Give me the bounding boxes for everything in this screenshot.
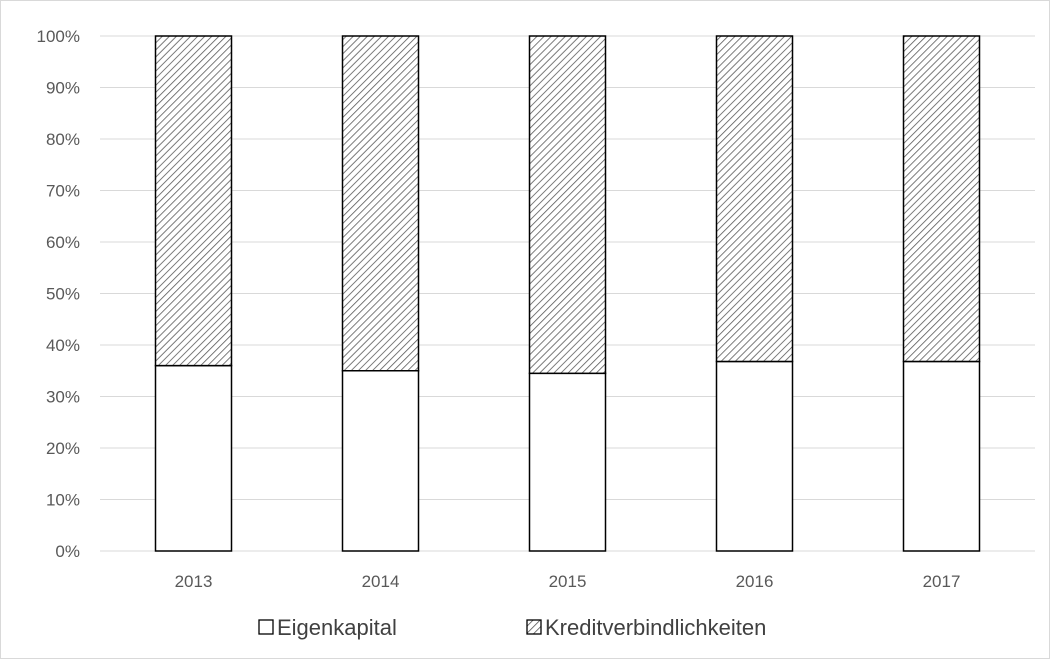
bar-kreditverbindlichkeiten-2013 <box>154 35 233 367</box>
bar-eigenkapital-2015 <box>528 372 607 552</box>
y-axis-tick-labels: 0% 10% 20% 30% 40% 50% 60% 70% 80% 90% 100% <box>37 27 80 561</box>
y-tick-label: 10% <box>46 491 80 510</box>
x-axis-tick-labels: 2013 2014 2015 2016 2017 <box>175 572 961 591</box>
legend-label-kreditverbindlichkeiten: Kreditverbindlichkeiten <box>545 615 766 640</box>
legend-swatch-eigenkapital <box>258 619 274 635</box>
y-tick-label: 100% <box>37 27 80 46</box>
bars <box>154 35 981 552</box>
bar-kreditverbindlichkeiten-2016 <box>715 35 794 363</box>
x-tick-label: 2013 <box>175 572 213 591</box>
y-tick-label: 20% <box>46 439 80 458</box>
legend-swatch-kreditverbindlichkeiten <box>526 619 542 635</box>
x-tick-label: 2015 <box>549 572 587 591</box>
y-tick-label: 30% <box>46 388 80 407</box>
y-tick-label: 50% <box>46 285 80 304</box>
y-tick-label: 60% <box>46 233 80 252</box>
x-tick-label: 2017 <box>923 572 961 591</box>
y-tick-label: 40% <box>46 336 80 355</box>
bar-kreditverbindlichkeiten-2014 <box>341 35 420 372</box>
x-tick-label: 2016 <box>736 572 774 591</box>
x-tick-label: 2014 <box>362 572 400 591</box>
y-tick-label: 80% <box>46 130 80 149</box>
legend: Eigenkapital Kreditverbindlichkeiten <box>258 615 766 640</box>
bar-eigenkapital-2016 <box>715 360 794 552</box>
bar-eigenkapital-2014 <box>341 370 420 552</box>
legend-label-eigenkapital: Eigenkapital <box>277 615 397 640</box>
y-tick-label: 70% <box>46 182 80 201</box>
bar-eigenkapital-2017 <box>902 360 981 552</box>
bar-kreditverbindlichkeiten-2015 <box>528 35 607 375</box>
bar-eigenkapital-2013 <box>154 364 233 552</box>
bar-kreditverbindlichkeiten-2017 <box>902 35 981 363</box>
y-tick-label: 90% <box>46 79 80 98</box>
y-tick-label: 0% <box>55 542 80 561</box>
